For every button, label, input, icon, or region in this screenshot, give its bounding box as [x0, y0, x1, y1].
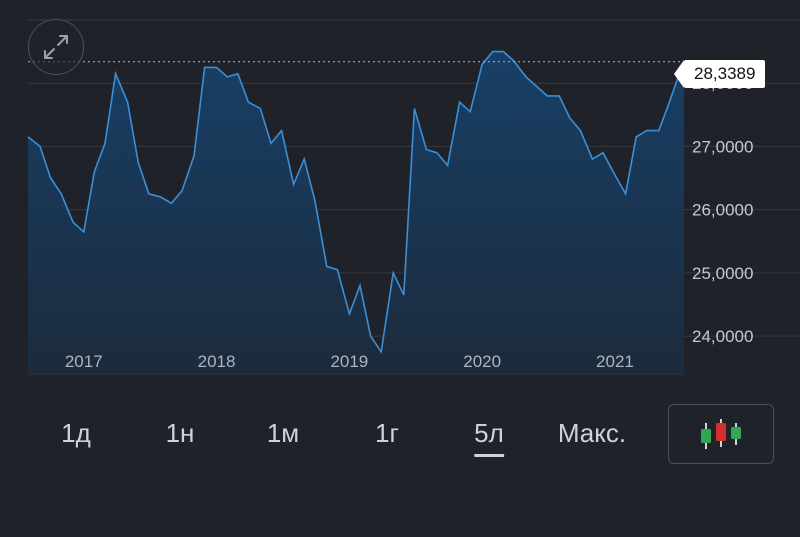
tab-1d[interactable]: 1д	[61, 418, 91, 448]
tab-5y[interactable]: 5л	[474, 418, 504, 457]
x-tick-label: 2017	[65, 352, 103, 371]
x-tick-label: 2021	[596, 352, 634, 371]
price-area	[28, 51, 684, 374]
tab-1w[interactable]: 1н	[165, 418, 195, 448]
expand-button[interactable]	[28, 19, 84, 75]
price-line	[27, 50, 685, 355]
tab-max[interactable]: Макс.	[557, 418, 627, 448]
x-tick-label: 2018	[198, 352, 236, 371]
y-tick-label: 26,0000	[692, 201, 753, 220]
x-axis-labels: 2017 2018 2019 2020 2021	[65, 352, 634, 371]
candlestick-icon	[701, 419, 741, 449]
expand-icon	[44, 35, 68, 59]
range-tabs: 1д 1н 1м 1г 5л Макс.	[0, 404, 660, 464]
y-tick-label: 27,0000	[692, 137, 753, 156]
chart-type-button[interactable]	[668, 404, 774, 464]
tab-1m[interactable]: 1м	[266, 418, 300, 448]
y-tick-label: 25,0000	[692, 264, 753, 283]
x-tick-label: 2019	[330, 352, 368, 371]
current-price-tag: 28,3389	[673, 60, 766, 88]
x-tick-label: 2020	[463, 352, 501, 371]
tab-1y[interactable]: 1г	[375, 418, 399, 448]
y-tick-label: 24,0000	[692, 327, 753, 346]
